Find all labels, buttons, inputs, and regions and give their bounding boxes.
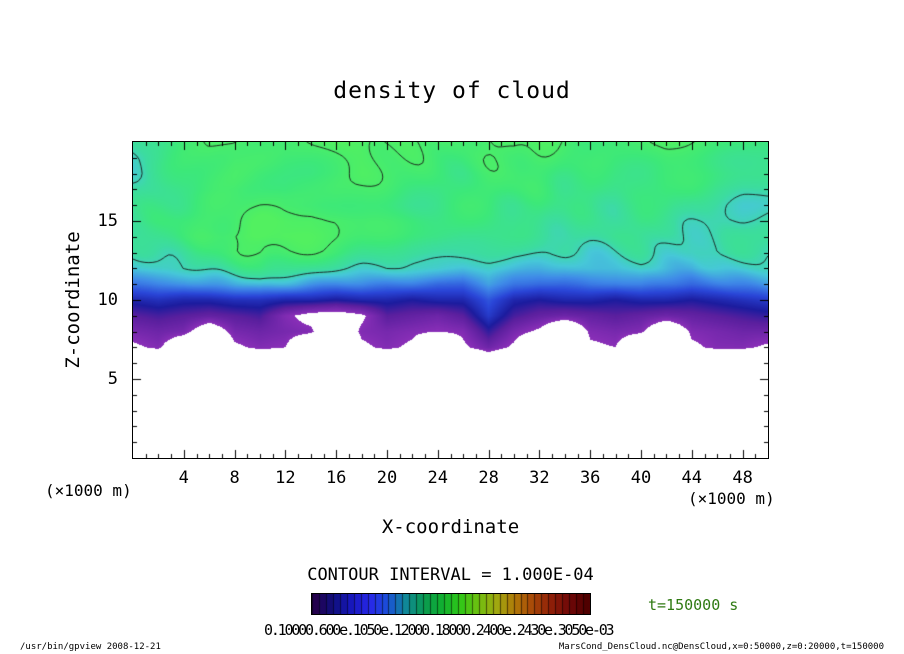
x-tick-label: 28 <box>478 468 499 488</box>
x-tick-label: 16 <box>325 468 347 488</box>
footer-command: /usr/bin/gpview 2008-12-21 <box>20 642 161 652</box>
x-axis-unit: (×1000 m) <box>688 489 775 508</box>
footer-source: MarsCond_DensCloud.nc@DensCloud,x=0:5000… <box>558 642 884 652</box>
x-tick-label: 12 <box>275 468 296 488</box>
time-label: t=150000 s <box>648 596 739 614</box>
plot-title: density of cloud <box>333 78 571 104</box>
z-tick-label: 10 <box>97 290 118 310</box>
z-tick-label: 15 <box>97 211 118 231</box>
x-axis-label: X-coordinate <box>381 516 520 538</box>
colorbar-canvas <box>312 594 590 614</box>
x-tick-label: 32 <box>529 468 550 488</box>
x-tick-label: 4 <box>178 468 189 488</box>
x-tick-label: 44 <box>681 468 703 488</box>
z-axis-unit: (×1000 m) <box>45 481 132 500</box>
contour-interval-note: CONTOUR INTERVAL = 1.000E-04 <box>307 565 594 585</box>
x-tick-label: 48 <box>732 468 753 488</box>
x-tick-label: 20 <box>376 468 398 488</box>
x-tick-label: 36 <box>579 468 601 488</box>
z-tick-label: 5 <box>107 369 118 389</box>
x-tick-label: 24 <box>427 468 449 488</box>
plot-area <box>132 141 769 459</box>
colorbar-tick-labels: 0.10000.600e.1050e.12000.18000.2400e.243… <box>264 621 615 639</box>
x-tick-label: 8 <box>229 468 240 488</box>
contour-plot-canvas <box>133 142 768 458</box>
x-tick-label: 40 <box>630 468 652 488</box>
colorbar <box>312 594 590 614</box>
